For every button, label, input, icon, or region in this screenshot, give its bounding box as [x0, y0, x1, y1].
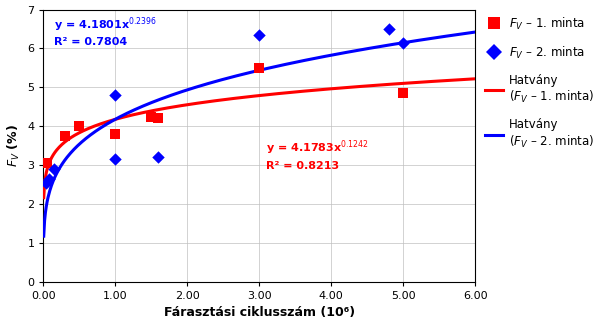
X-axis label: Fárasztási ciklusszám (10⁶): Fárasztási ciklusszám (10⁶): [164, 306, 355, 319]
Point: [110, 93, 120, 98]
Point: [110, 157, 120, 162]
Y-axis label: $F_V$ (%): $F_V$ (%): [5, 124, 22, 167]
Point: [49, 166, 59, 172]
Point: [42, 161, 52, 166]
Point: [384, 26, 394, 32]
Legend: $F_V$ – 1. minta, $F_V$ – 2. minta, Hatvány
($F_V$ – 1. minta), Hatvány
($F_V$ –: $F_V$ – 1. minta, $F_V$ – 2. minta, Hatv…: [485, 16, 594, 150]
Text: y = 4.1801x$^{0.2396}$: y = 4.1801x$^{0.2396}$: [54, 15, 157, 33]
Point: [398, 91, 408, 96]
Text: R² = 0.8213: R² = 0.8213: [266, 161, 340, 171]
Text: y = 4.1783x$^{0.1242}$: y = 4.1783x$^{0.1242}$: [266, 138, 370, 157]
Point: [154, 155, 163, 160]
Point: [398, 40, 408, 45]
Point: [254, 32, 264, 37]
Point: [60, 133, 70, 138]
Point: [154, 116, 163, 121]
Point: [74, 124, 84, 129]
Point: [41, 180, 51, 185]
Point: [44, 176, 54, 181]
Point: [254, 65, 264, 71]
Point: [110, 131, 120, 136]
Text: R² = 0.7804: R² = 0.7804: [54, 37, 127, 46]
Point: [146, 114, 156, 119]
